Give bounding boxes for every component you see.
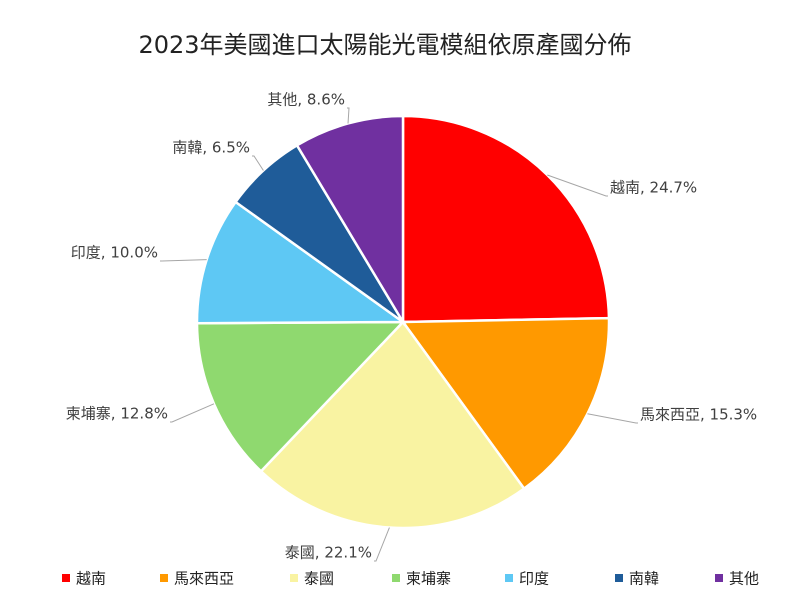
legend-label: 印度 bbox=[519, 570, 549, 588]
data-label: 馬來西亞, 15.3% bbox=[640, 406, 757, 424]
leader-line bbox=[252, 155, 264, 171]
legend-swatch bbox=[160, 574, 168, 582]
data-label: 越南, 24.7% bbox=[610, 179, 697, 197]
leader-line bbox=[160, 259, 207, 262]
pie-slice bbox=[295, 114, 405, 327]
leader-line bbox=[374, 527, 390, 562]
legend-label: 馬來西亞 bbox=[174, 570, 234, 588]
pie-slice bbox=[195, 200, 407, 325]
leader-line bbox=[347, 107, 350, 124]
legend-label: 柬埔寨 bbox=[406, 570, 451, 588]
pie-slice bbox=[400, 316, 611, 491]
leader-line bbox=[170, 403, 215, 423]
legend-label: 越南 bbox=[76, 570, 106, 588]
legend-swatch bbox=[392, 574, 400, 582]
legend-swatch bbox=[290, 574, 298, 582]
leader-line bbox=[587, 413, 638, 424]
legend-label: 南韓 bbox=[629, 570, 659, 588]
legend-swatch bbox=[715, 574, 723, 582]
leader-line bbox=[547, 174, 608, 197]
pie-slice bbox=[401, 114, 611, 324]
chart-title: 2023年美國進口太陽能光電模組依原產國分佈 bbox=[138, 31, 631, 59]
data-label: 泰國, 22.1% bbox=[285, 544, 372, 562]
legend-swatch bbox=[615, 574, 623, 582]
data-label: 柬埔寨, 12.8% bbox=[66, 405, 168, 423]
data-label: 印度, 10.0% bbox=[71, 244, 158, 262]
legend-label: 其他 bbox=[729, 570, 759, 588]
legend-swatch bbox=[62, 574, 70, 582]
data-label: 南韓, 6.5% bbox=[172, 139, 250, 157]
legend-label: 泰國 bbox=[304, 570, 334, 588]
data-label: 其他, 8.6% bbox=[267, 91, 345, 109]
legend-swatch bbox=[505, 574, 513, 582]
